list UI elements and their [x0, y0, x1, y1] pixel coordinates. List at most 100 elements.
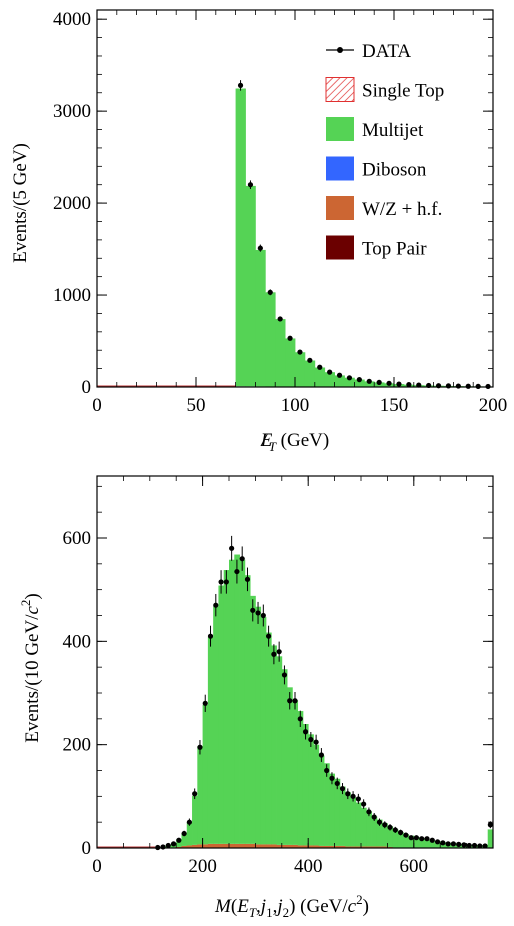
mass-bar-multijet: [250, 595, 256, 844]
met-data-point: [307, 357, 313, 363]
mass-bar-multijet: [350, 797, 357, 847]
mass-bar-multijet: [324, 763, 330, 846]
mass-bar-w-z-h-f-: [355, 846, 362, 848]
mass-data-point: [387, 824, 393, 831]
mass-bar-w-z-h-f-: [302, 845, 309, 848]
met-bar-multijet: [354, 379, 365, 387]
mass-bar-multijet: [429, 840, 436, 848]
met-y-tick-label: 4000: [53, 9, 91, 30]
mass-data-point: [318, 748, 324, 762]
mass-bar-multijet: [308, 734, 314, 846]
mass-bar-multijet: [397, 831, 404, 848]
met-y-tick-label: 0: [82, 377, 92, 398]
mass-data-point: [186, 818, 192, 826]
mass-bar-w-z-h-f-: [371, 846, 378, 848]
met-x-axis-label: E/T (GeV): [260, 430, 329, 454]
mass-bar-multijet: [223, 570, 230, 844]
mass-bar-multijet: [387, 826, 394, 847]
mass-bar-multijet: [392, 829, 399, 848]
mass-bar-w-z-h-f-: [218, 843, 225, 848]
mass-data-point: [165, 842, 171, 849]
met-data-point: [416, 382, 422, 388]
mass-data-point: [456, 841, 462, 847]
legend-label: Multijet: [362, 120, 424, 141]
mass-plot-frame: [96, 475, 494, 849]
met-data-point: [455, 383, 461, 389]
mass-data-point: [229, 535, 235, 561]
mass-data-point: [350, 791, 356, 802]
mass-bar-w-z-h-f-: [287, 844, 293, 848]
mass-bar-multijet: [213, 606, 219, 844]
mass-bar-w-z-h-f-: [329, 845, 335, 848]
met-data-point: [277, 316, 283, 322]
legend-entry-w-z-h-f-: W/Z + h.f.: [326, 196, 442, 220]
mass-bar-w-z-h-f-: [202, 844, 209, 848]
mass-data-point: [239, 546, 245, 571]
mass-data-point: [371, 812, 377, 822]
mass-data-point: [176, 837, 182, 843]
mass-data-point: [287, 692, 293, 710]
met-bar-multijet: [324, 372, 335, 387]
mass-bar-w-z-h-f-: [229, 843, 235, 848]
met-data-point: [445, 383, 452, 389]
met-bar-multijet: [295, 352, 306, 387]
mass-bar-multijet: [413, 837, 420, 848]
met-bar-multijet: [285, 338, 296, 387]
mass-data-point: [181, 830, 187, 837]
met-data-point: [327, 369, 333, 375]
mass-bar-w-z-h-f-: [334, 845, 341, 848]
mass-data-point: [413, 835, 420, 841]
mass-bar-multijet: [361, 807, 367, 847]
mass-bar-multijet: [424, 839, 431, 848]
mass-bar-w-z-h-f-: [345, 846, 351, 848]
mass-x-axis-label: M(ET,j1,j2) (GeV/c2): [214, 892, 369, 920]
mass-bar-multijet: [276, 656, 283, 845]
met-bar-multijet: [265, 292, 276, 387]
met-data-point: [237, 80, 244, 91]
mass-bar-w-z-h-f-: [255, 844, 262, 848]
mass-data-point: [329, 772, 335, 785]
met-data-point: [465, 383, 471, 389]
mass-bar-w-z-h-f-: [265, 844, 272, 848]
mass-bar-multijet: [229, 559, 235, 844]
mass-bar-w-z-h-f-: [186, 845, 193, 848]
mass-bar-multijet: [218, 585, 225, 844]
legend-entry-single-top: Single Top: [325, 77, 444, 102]
mass-data-point: [324, 764, 330, 777]
mass-bar-multijet: [334, 778, 341, 846]
met-data-point: [406, 382, 412, 388]
mass-y-tick-label: 0: [82, 838, 92, 859]
met-data-point: [267, 289, 273, 296]
mass-data-point: [419, 836, 425, 842]
legend-label: Single Top: [362, 81, 444, 102]
mass-data-point: [376, 818, 383, 826]
mass-bar-w-z-h-f-: [260, 844, 267, 848]
met-bar-multijet: [314, 367, 326, 387]
mass-bar-multijet: [192, 795, 198, 845]
mass-x-tick-label: 200: [188, 856, 217, 877]
mass-data-point: [398, 829, 404, 836]
mass-x-tick-label: 400: [294, 856, 323, 877]
mass-x-tick-label: 0: [92, 856, 102, 877]
met-x-tick-label: 200: [479, 395, 508, 416]
legend-label: Diboson: [362, 160, 427, 181]
mass-bar-w-z-h-f-: [318, 845, 325, 848]
mass-data-point: [403, 832, 409, 838]
legend-entry-multijet: Multijet: [326, 117, 424, 141]
mass-data-point: [160, 844, 166, 850]
mass-data-point: [392, 826, 398, 833]
mass-bar-w-z-h-f-: [308, 845, 314, 848]
legend-entry-diboson: Diboson: [326, 156, 427, 181]
mass-bar-w-z-h-f-: [366, 846, 372, 848]
mass-bar-multijet: [176, 839, 182, 847]
mass-data-point: [434, 839, 441, 845]
met-data-point: [386, 380, 392, 386]
legend-label: DATA: [362, 41, 411, 62]
mass-y-tick-label: 200: [63, 735, 92, 756]
mass-data-point: [223, 570, 229, 594]
mass-data-point: [255, 601, 261, 624]
mass-bar-multijet: [271, 645, 277, 845]
mass-bar-multijet: [339, 786, 346, 846]
mass-bar-w-z-h-f-: [387, 846, 394, 848]
mass-data-point: [271, 644, 277, 665]
